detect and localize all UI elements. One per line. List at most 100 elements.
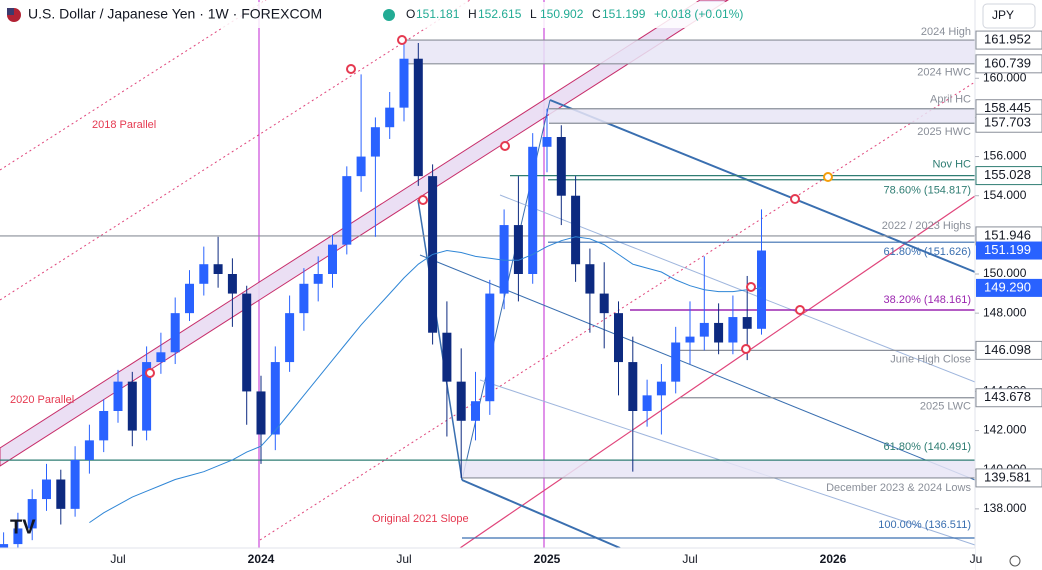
trend-line [461,479,621,549]
candle-body [256,391,266,435]
candle-body [456,381,466,421]
candle-body [757,250,766,329]
zone [462,460,975,478]
price-tag [976,278,1042,297]
candle-body [671,342,681,382]
candle-body [714,322,724,343]
pivot-marker [397,35,407,45]
candle-body [599,293,609,314]
level-label: 61.80% (140.491) [884,441,971,453]
x-tick-label: Jul [396,552,411,566]
settings-icon[interactable] [1009,555,1021,567]
candle-body [270,362,280,435]
candle-body [528,146,538,274]
x-tick-label: Ju [970,552,983,566]
level-label: 2024 High [921,26,971,38]
candle-body [413,58,423,177]
level-label: April HC [930,94,971,106]
price-tag-label: 161.952 [984,32,1031,47]
pivot-marker [346,64,356,74]
pivot-marker [795,305,805,315]
pivot-marker [500,141,510,151]
candle-body [113,381,123,411]
x-tick-label: Jul [682,552,697,566]
candle-body [656,381,666,396]
trend-line [417,199,463,481]
annotation: Original 2021 Slope [372,513,469,525]
symbol: U.S. Dollar / Japanese Yen · 1W · FOREXC… [28,6,322,22]
quote-value: 152.615 [478,7,522,21]
candle-body [385,107,395,128]
quote-value: 150.902 [540,7,584,21]
price-tag-label: 143.678 [984,389,1031,404]
slope-line [459,195,976,549]
price-tag [975,388,1042,408]
candle-body [213,264,223,274]
candle-body [342,176,352,245]
x-tick-label: 2025 [534,552,561,566]
candle-body [127,381,137,431]
price-tag [975,54,1042,74]
y-tick-label: 154.000 [983,188,1027,202]
candle-body [685,336,695,343]
price-tag-label: 160.739 [984,55,1031,70]
header-bg [0,2,760,28]
candle-body [299,283,309,314]
level-label: 2025 HWC [917,126,971,138]
candle-body [728,317,738,343]
x-tick-label: Jul [110,552,125,566]
currency-button[interactable] [982,3,1036,29]
pivot-marker [418,195,428,205]
candle-body [56,479,66,509]
level-label: December 2023 & 2024 Lows [826,482,971,494]
zone [549,108,975,124]
candle-body [42,479,51,500]
flag-icon [7,8,14,15]
currency[interactable]: JPY [992,8,1014,22]
parallel-line [259,81,976,541]
y-tick-label: 148.000 [983,305,1027,319]
candle-body [156,352,166,363]
price-tag [976,241,1042,260]
moving-average [89,236,762,524]
candle-body [170,313,180,353]
candle-body [585,264,595,294]
zone [405,40,975,64]
y-tick-label: 150.000 [983,266,1027,280]
trend-line [419,254,976,481]
markers [145,35,833,378]
candle-body [356,156,366,177]
time-axis [0,548,975,570]
level-label: 100.00% (136.511) [878,519,971,531]
axes-layer: 138.000140.000142.000144.000146.000148.0… [110,30,1042,566]
price-tag-label: 151.199 [984,242,1031,257]
candle-body [699,322,709,337]
candle-body [199,264,209,284]
price-tag-label: 157.703 [984,115,1031,130]
quote-change: +0.018 (+0.01%) [654,7,743,21]
pivot-marker [823,172,833,182]
candle-body [556,137,566,196]
candle-body [313,274,323,284]
price-tag-label: 158.445 [984,100,1031,115]
pivot-marker [145,368,155,378]
price-tag [975,30,1042,50]
y-tick-label: 160.000 [983,70,1027,84]
candle-body [227,274,237,294]
price-tag-label: 146.098 [984,342,1031,357]
candle-body [499,225,509,294]
status-icon [383,9,395,21]
price-tag [975,166,1042,186]
quote-key: O [406,7,415,21]
x-tick-label: 2026 [820,552,847,566]
price-tag-label: 155.028 [984,167,1031,182]
candle-body [513,225,523,274]
candle-body [614,313,623,363]
candle-body [84,440,94,460]
annotation: 2018 Parallel [92,119,156,131]
candle-body [742,317,752,329]
quote-value: 151.199 [602,7,646,21]
price-tag [975,340,1042,360]
level-label: 2024 HWC [917,67,971,79]
